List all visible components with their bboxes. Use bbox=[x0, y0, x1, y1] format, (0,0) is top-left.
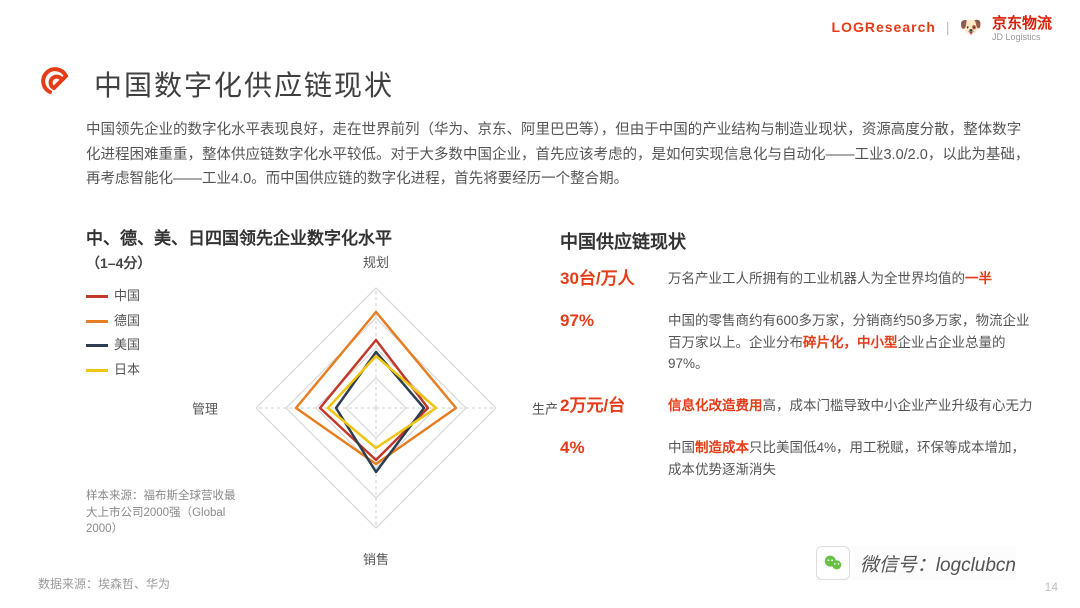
wechat-badge: 微信号：logclubcn bbox=[816, 546, 1016, 580]
legend-label: 德国 bbox=[114, 309, 140, 334]
data-source: 数据来源：埃森哲、华为 bbox=[38, 575, 170, 592]
axis-label-right: 生产 bbox=[532, 399, 558, 418]
legend-label: 日本 bbox=[114, 358, 140, 383]
stat-row: 4% 中国制造成本只比美国低4%，用工税赋，环保等成本增加，成本优势逐渐消失 bbox=[560, 437, 1036, 480]
axis-label-top: 规划 bbox=[363, 252, 389, 271]
page-number: 14 bbox=[1045, 580, 1058, 594]
stat-highlight: 碎片化，中小型 bbox=[803, 335, 898, 350]
right-title: 中国供应链现状 bbox=[560, 228, 1036, 254]
paperclip-icon bbox=[36, 62, 80, 106]
logo-separator: | bbox=[946, 19, 950, 35]
left-column: 中、德、美、日四国领先企业数字化水平 （1–4分） 中国德国美国日本 规划 生产… bbox=[86, 228, 506, 273]
title-row: 中国数字化供应链现状 bbox=[36, 62, 394, 106]
legend-label: 中国 bbox=[114, 284, 140, 309]
radar-title: 中、德、美、日四国领先企业数字化水平 bbox=[86, 228, 506, 251]
stat-highlight: 一半 bbox=[965, 271, 992, 286]
stat-key: 2万元/台 bbox=[560, 395, 652, 417]
wechat-label: 微信号： bbox=[860, 555, 936, 576]
legend-swatch bbox=[86, 344, 108, 347]
sample-note: 样本来源：福布斯全球营收最大上市公司2000强（Global 2000） bbox=[86, 488, 236, 538]
legend-swatch bbox=[86, 295, 108, 298]
stat-key: 30台/万人 bbox=[560, 268, 652, 290]
radar-chart: 规划 生产 销售 管理 bbox=[226, 258, 526, 558]
stat-key: 97% bbox=[560, 310, 652, 332]
jd-logo-cn: 京东物流 bbox=[992, 15, 1052, 32]
jd-mascot-icon: 🐶 bbox=[960, 17, 982, 38]
stat-key: 4% bbox=[560, 437, 652, 459]
stat-desc-pre: 中国 bbox=[668, 440, 695, 455]
wechat-id: logclubcn bbox=[936, 555, 1016, 576]
logresearch-logo: LOGResearch bbox=[832, 19, 936, 35]
stat-desc: 中国制造成本只比美国低4%，用工税赋，环保等成本增加，成本优势逐渐消失 bbox=[668, 437, 1036, 480]
legend-label: 美国 bbox=[114, 333, 140, 358]
stat-desc-pre: 万名产业工人所拥有的工业机器人为全世界均值的 bbox=[668, 271, 965, 286]
stat-highlight: 信息化改造费用 bbox=[668, 398, 763, 413]
legend-swatch bbox=[86, 320, 108, 323]
stat-row: 2万元/台信息化改造费用高，成本门槛导致中小企业产业升级有心无力 bbox=[560, 395, 1036, 417]
stat-highlight: 制造成本 bbox=[695, 440, 749, 455]
legend-item: 德国 bbox=[86, 309, 140, 334]
stat-row: 30台/万人万名产业工人所拥有的工业机器人为全世界均值的一半 bbox=[560, 268, 1036, 290]
legend-item: 美国 bbox=[86, 333, 140, 358]
logo-bar: LOGResearch | 🐶 京东物流 JD Logistics bbox=[832, 12, 1052, 42]
intro-paragraph: 中国领先企业的数字化水平表现良好，走在世界前列（华为、京东、阿里巴巴等），但由于… bbox=[86, 118, 1030, 192]
axis-label-left: 管理 bbox=[192, 399, 218, 418]
right-column: 中国供应链现状 30台/万人万名产业工人所拥有的工业机器人为全世界均值的一半97… bbox=[560, 228, 1036, 500]
axis-label-bottom: 销售 bbox=[363, 549, 389, 568]
legend-swatch bbox=[86, 369, 108, 372]
stat-desc: 万名产业工人所拥有的工业机器人为全世界均值的一半 bbox=[668, 268, 1036, 290]
stat-desc-post: 高，成本门槛导致中小企业产业升级有心无力 bbox=[763, 398, 1033, 413]
legend-item: 日本 bbox=[86, 358, 140, 383]
stat-desc: 信息化改造费用高，成本门槛导致中小企业产业升级有心无力 bbox=[668, 395, 1036, 417]
wechat-icon bbox=[816, 546, 850, 580]
radar-legend: 中国德国美国日本 bbox=[86, 284, 140, 383]
legend-item: 中国 bbox=[86, 284, 140, 309]
jd-logo-en: JD Logistics bbox=[992, 33, 1052, 42]
stat-desc: 中国的零售商约有600多万家，分销商约50多万家，物流企业百万家以上。企业分布碎… bbox=[668, 310, 1036, 375]
stat-row: 97% 中国的零售商约有600多万家，分销商约50多万家，物流企业百万家以上。企业… bbox=[560, 310, 1036, 375]
page-title: 中国数字化供应链现状 bbox=[94, 64, 394, 104]
